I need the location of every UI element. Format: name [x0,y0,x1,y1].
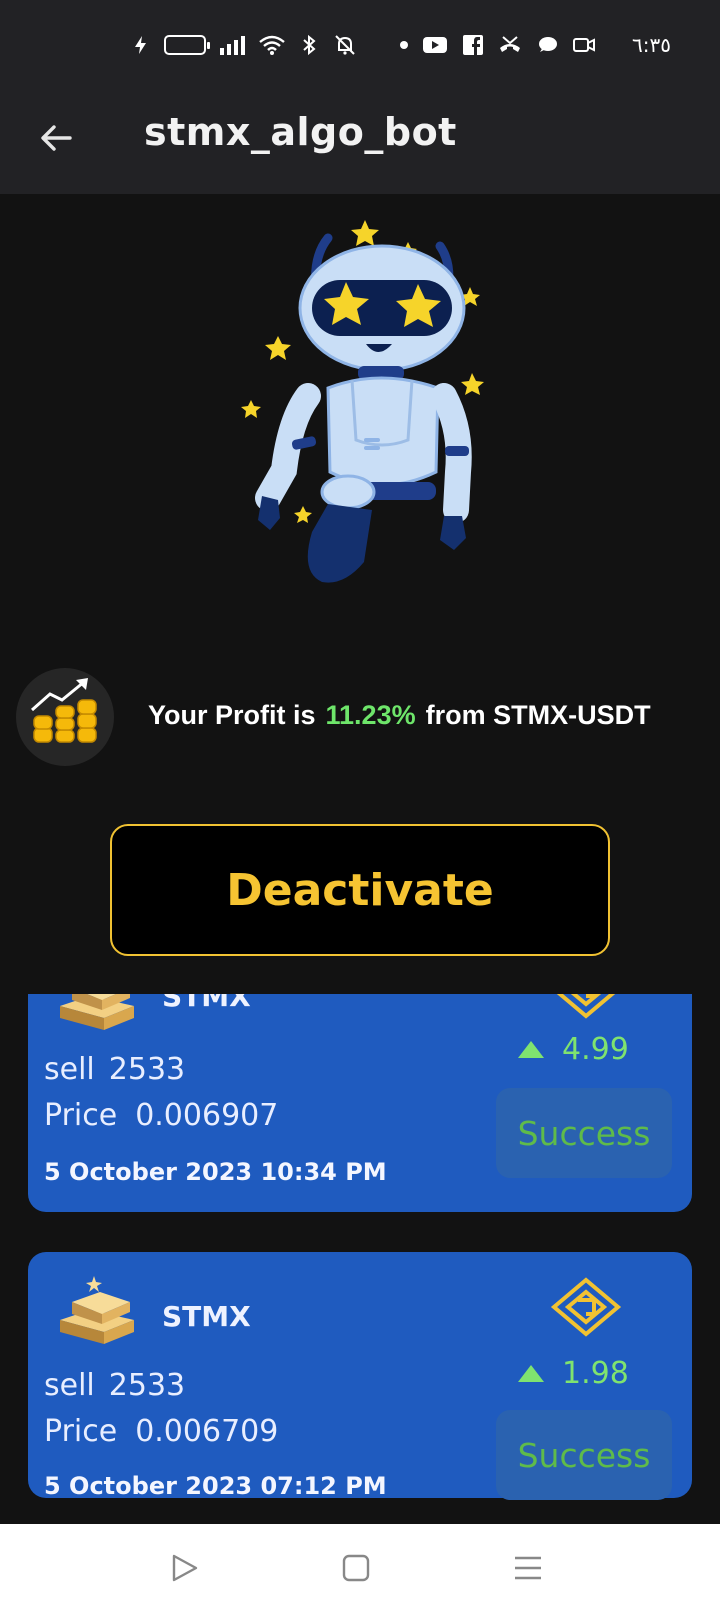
gain-value: 4.99 [562,1032,629,1067]
price-label: Price [44,1414,118,1449]
trade-gain: 4.99 [518,1032,629,1067]
arrow-left-icon[interactable] [36,118,76,158]
profit-chart-coins-icon [16,668,114,766]
trade-amount-value: 2533 [108,1368,186,1403]
trade-card[interactable]: STMX sell 2533 Price 0.006907 5 October 20… [28,994,692,1212]
gold-bars-icon [60,994,134,1030]
home-square-icon[interactable] [338,1550,374,1586]
trade-action: sell [44,1368,95,1403]
status-badge[interactable]: Success [496,1088,672,1178]
charging-icon [135,36,146,54]
price-value: 0.006907 [135,1098,279,1133]
dot-icon [400,41,408,49]
battery-icon [164,35,210,55]
system-nav-bar [0,1524,720,1612]
profit-prefix: Your Profit is [148,700,316,730]
coin-name: STMX [162,1300,251,1333]
trade-date: 5 October 2023 07:12 PM [44,1472,387,1500]
trade-date: 5 October 2023 10:34 PM [44,1158,387,1186]
mute-icon [335,35,355,55]
coin-name: STMX [162,994,251,1013]
gain-value: 1.98 [562,1356,629,1391]
video-call-icon [573,38,595,52]
header: ٦:٣٥ stmx_algo_bot [0,0,720,194]
gold-bars-icon [60,1276,134,1344]
chat-icon [539,37,557,52]
robot-illustration [241,220,484,583]
status-badge[interactable]: Success [496,1410,672,1500]
profit-summary: Your Profit is 11.23% from STMX-USDT [148,700,651,731]
app-bar: stmx_algo_bot [0,100,720,180]
missed-call-icon [500,36,520,52]
trade-price: Price 0.006907 [44,1098,278,1133]
signal-icon [220,36,245,55]
trade-price: Price 0.006709 [44,1414,278,1449]
exchange-logo-icon [556,994,616,1019]
deactivate-button[interactable]: Deactivate [110,824,610,956]
trade-card[interactable]: STMX sell 2533 Price 0.006709 5 October 20… [28,1252,692,1500]
profit-suffix: from STMX-USDT [425,700,651,730]
trade-amount-value: 2533 [108,1052,186,1087]
status-right: ٦:٣٥ [400,30,671,60]
back-triangle-icon[interactable] [166,1550,202,1586]
status-bar: ٦:٣٥ [0,0,720,90]
trade-list[interactable]: STMX sell 2533 Price 0.006907 5 October 20… [0,994,720,1524]
price-label: Price [44,1098,118,1133]
bluetooth-icon [303,34,316,56]
facebook-icon [463,35,483,55]
triangle-up-icon [518,1041,544,1058]
status-left [130,30,358,60]
profit-percent: 11.23% [325,700,416,730]
trade-amount: sell 2533 [44,1368,185,1403]
page-title: stmx_algo_bot [144,110,457,154]
youtube-icon [423,37,447,53]
wifi-icon [259,35,285,55]
menu-lines-icon[interactable] [510,1550,546,1586]
triangle-up-icon [518,1365,544,1382]
exchange-logo-icon [550,1277,622,1337]
trade-gain: 1.98 [518,1356,629,1391]
clock: ٦:٣٥ [632,33,671,57]
price-value: 0.006709 [135,1414,279,1449]
trade-action: sell [44,1052,95,1087]
trade-amount: sell 2533 [44,1052,185,1087]
